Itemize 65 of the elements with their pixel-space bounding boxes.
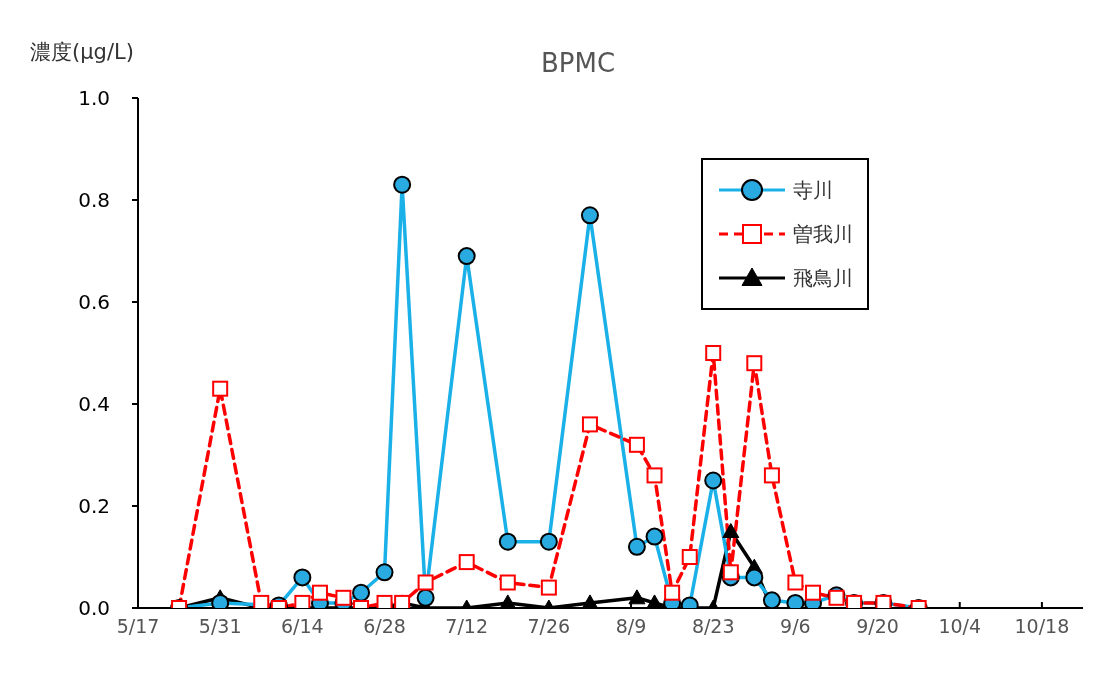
point: [539, 532, 558, 551]
point: [745, 568, 764, 587]
point: [762, 591, 781, 608]
y-tick-label: 0.8: [78, 188, 110, 213]
y-tick-label: 0.4: [78, 392, 110, 417]
point: [645, 527, 664, 546]
x-tick-label: 5/31: [198, 615, 242, 638]
point: [335, 589, 352, 606]
legend-label: 曽我川: [793, 220, 853, 248]
point: [498, 532, 517, 551]
point: [705, 345, 722, 361]
point: [787, 574, 804, 591]
x-tick-label: 8/9: [615, 615, 647, 638]
point: [628, 436, 645, 453]
point: [417, 574, 434, 591]
y-tick-label: 0.0: [78, 596, 110, 621]
point: [376, 594, 393, 608]
point: [805, 584, 821, 601]
point: [681, 549, 698, 565]
point: [581, 594, 599, 608]
point: [646, 594, 664, 608]
point: [646, 467, 663, 484]
point: [311, 584, 328, 601]
y-tick-label: 1.0: [78, 86, 110, 111]
point: [628, 589, 646, 605]
point: [627, 537, 646, 556]
legend-label: 寺川: [793, 176, 833, 204]
point: [540, 579, 557, 596]
x-tick-label: 6/28: [363, 615, 406, 638]
x-tick-label: 8/23: [691, 615, 735, 638]
point: [499, 594, 517, 608]
y-tick-label: 0.6: [78, 290, 110, 315]
x-tick-label: 7/12: [445, 615, 489, 638]
point: [416, 588, 435, 607]
point: [722, 523, 740, 538]
point: [393, 175, 412, 194]
point: [294, 594, 311, 608]
x-tick-label: 10/18: [1014, 615, 1070, 638]
point: [499, 574, 516, 591]
point: [722, 564, 739, 581]
x-tick-label: 7/26: [527, 615, 571, 638]
point: [746, 355, 763, 372]
point: [352, 583, 371, 602]
x-tick-label: 10/4: [938, 615, 982, 638]
point: [458, 554, 475, 571]
x-tick-label: 5/17: [116, 615, 160, 638]
point: [253, 594, 270, 608]
point: [375, 563, 394, 582]
point: [786, 593, 805, 608]
point: [664, 584, 681, 601]
x-tick-label: 9/6: [780, 615, 811, 638]
point: [457, 247, 476, 266]
point: [211, 593, 230, 608]
legend-label: 飛鳥川: [793, 264, 853, 292]
x-tick-label: 9/20: [856, 615, 899, 638]
point: [704, 471, 723, 490]
point: [581, 416, 598, 433]
y-axis-title: 濃度(μg/L): [30, 39, 134, 66]
point: [293, 568, 312, 587]
point: [763, 467, 780, 484]
point: [580, 206, 599, 225]
chart-title: BPMC: [539, 48, 617, 78]
point: [212, 380, 229, 397]
x-tick-label: 6/14: [281, 615, 324, 638]
y-tick-label: 0.2: [78, 494, 110, 519]
